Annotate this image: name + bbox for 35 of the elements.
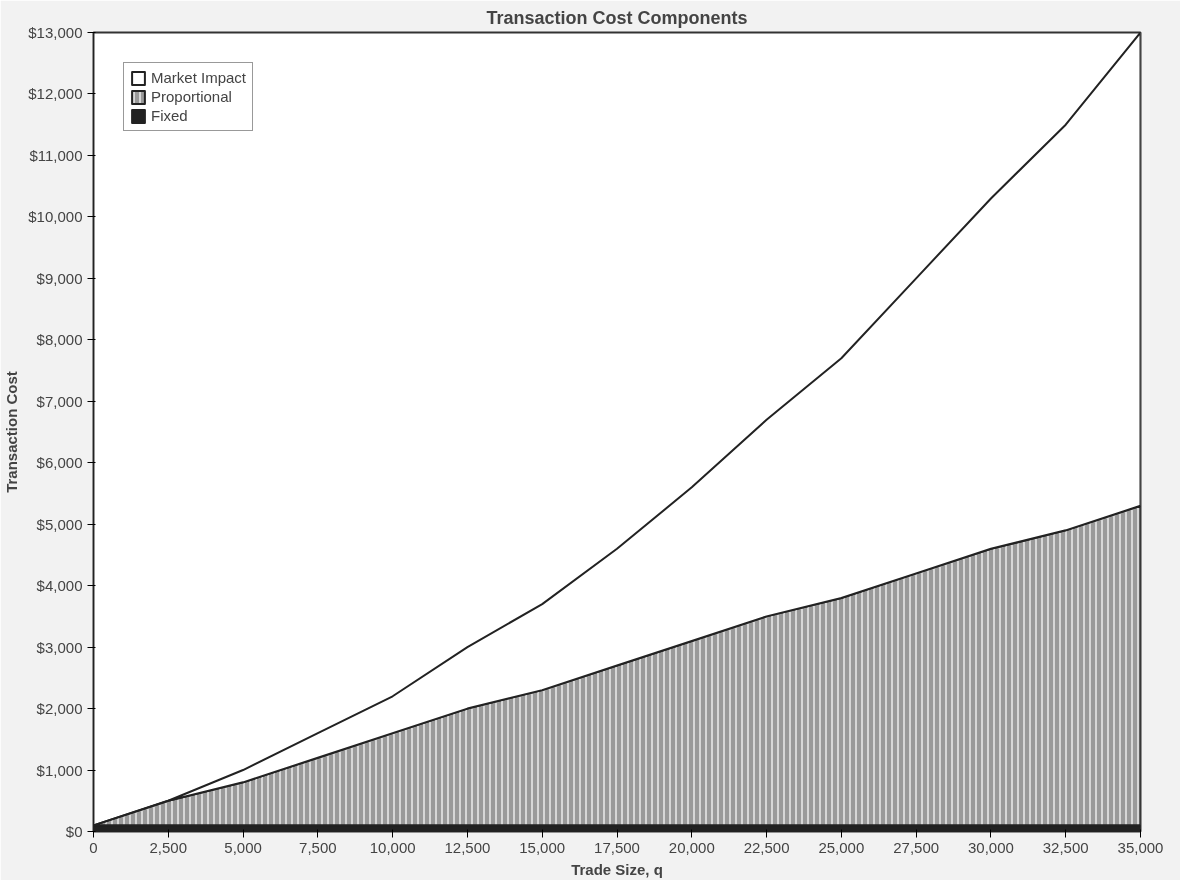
x-tick-label: 15,000 bbox=[519, 838, 566, 856]
y-tick-label: $11,000 bbox=[29, 146, 83, 164]
y-tick-label: $7,000 bbox=[36, 392, 83, 410]
chart-title: Transaction Cost Components bbox=[486, 7, 748, 28]
y-tick-label: $6,000 bbox=[36, 454, 83, 472]
y-tick-label: $3,000 bbox=[36, 638, 83, 656]
x-tick-label: 22,500 bbox=[743, 838, 790, 856]
y-axis-title: Transaction Cost bbox=[3, 371, 21, 493]
y-tick-label: $2,000 bbox=[36, 700, 83, 718]
x-tick-label: 27,500 bbox=[893, 838, 940, 856]
x-tick-label: 32,500 bbox=[1042, 838, 1089, 856]
y-tick-label: $5,000 bbox=[36, 515, 83, 533]
x-tick-label: 25,000 bbox=[818, 838, 865, 856]
x-tick-label: 30,000 bbox=[967, 838, 1014, 856]
x-tick-label: 20,000 bbox=[668, 838, 715, 856]
x-tick-label: 17,500 bbox=[594, 838, 640, 856]
legend-label: Proportional bbox=[151, 88, 232, 105]
y-tick-label: $8,000 bbox=[36, 331, 83, 349]
x-tick-label: 35,000 bbox=[1117, 838, 1164, 856]
y-tick-label: $4,000 bbox=[36, 577, 83, 595]
x-tick-label: 2,500 bbox=[149, 838, 188, 856]
y-tick-label: $0 bbox=[65, 823, 83, 840]
x-axis-title: Trade Size, q bbox=[571, 860, 663, 878]
x-tick-label: 7,500 bbox=[299, 838, 337, 856]
y-tick-label: $9,000 bbox=[36, 269, 83, 287]
x-tick-label: 0 bbox=[89, 838, 98, 856]
y-tick-label: $13,000 bbox=[28, 24, 83, 41]
y-tick-label: $1,000 bbox=[36, 761, 83, 779]
y-tick-label: $12,000 bbox=[28, 85, 83, 103]
x-tick-label: 10,000 bbox=[369, 838, 416, 856]
x-tick-label: 12,500 bbox=[444, 838, 491, 856]
x-tick-label: 5,000 bbox=[224, 838, 262, 856]
legend-label: Fixed bbox=[151, 107, 188, 124]
legend-label: Market Impact bbox=[151, 69, 247, 86]
y-tick-label: $10,000 bbox=[28, 208, 83, 226]
